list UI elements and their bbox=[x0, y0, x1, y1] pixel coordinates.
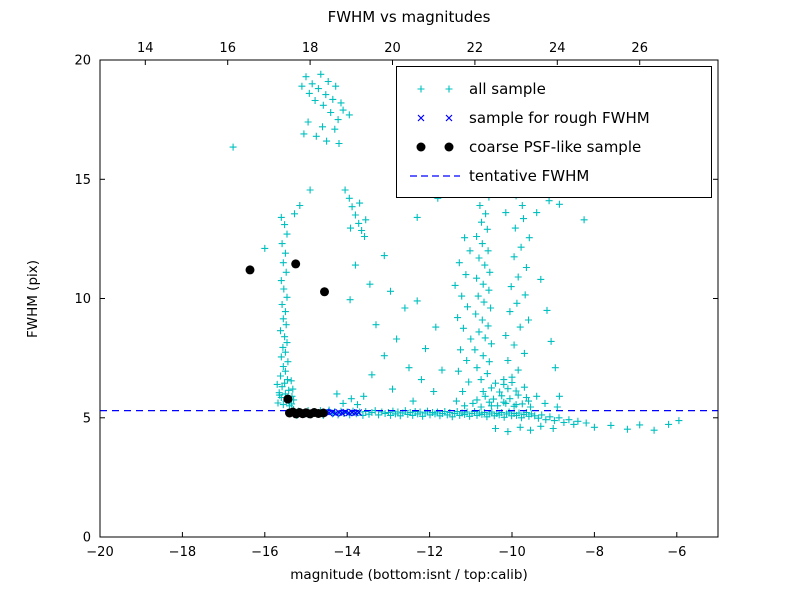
svg-text:24: 24 bbox=[549, 41, 566, 56]
svg-text:−12: −12 bbox=[416, 545, 443, 560]
svg-text:20: 20 bbox=[384, 41, 401, 56]
plot-title: FWHM vs magnitudes bbox=[327, 8, 491, 26]
dashed-line-icon bbox=[407, 167, 463, 185]
legend-label-tentative-fwhm: tentative FWHM bbox=[469, 166, 590, 185]
svg-text:18: 18 bbox=[302, 41, 319, 56]
svg-text:10: 10 bbox=[74, 292, 91, 307]
svg-text:14: 14 bbox=[137, 41, 154, 56]
svg-text:−6: −6 bbox=[667, 545, 686, 560]
x-axis-label: magnitude (bottom:isnt / top:calib) bbox=[290, 567, 528, 583]
svg-text:0: 0 bbox=[83, 531, 91, 546]
legend-item-all-sample: all sample bbox=[407, 75, 701, 102]
legend-label-all-sample: all sample bbox=[469, 79, 546, 98]
y-axis-label: FWHM (pix) bbox=[25, 259, 41, 339]
svg-text:15: 15 bbox=[74, 173, 91, 188]
legend-item-rough-fwhm: sample for rough FWHM bbox=[407, 104, 701, 131]
legend-label-coarse-psf: coarse PSF-like sample bbox=[469, 137, 642, 156]
svg-text:22: 22 bbox=[467, 41, 484, 56]
svg-text:−14: −14 bbox=[333, 545, 360, 560]
circle-marker-icon bbox=[407, 138, 463, 156]
legend-item-coarse-psf: coarse PSF-like sample bbox=[407, 133, 701, 160]
svg-text:−8: −8 bbox=[585, 545, 604, 560]
plus-marker-icon bbox=[407, 80, 463, 98]
svg-text:−20: −20 bbox=[86, 545, 113, 560]
svg-text:−16: −16 bbox=[251, 545, 278, 560]
svg-text:−18: −18 bbox=[169, 545, 196, 560]
svg-text:16: 16 bbox=[219, 41, 236, 56]
legend: all sample sample for rough FWHM coarse … bbox=[396, 66, 712, 198]
svg-text:20: 20 bbox=[74, 54, 91, 69]
svg-text:5: 5 bbox=[83, 411, 91, 426]
x-marker-icon bbox=[407, 109, 463, 127]
legend-item-tentative-fwhm: tentative FWHM bbox=[407, 162, 701, 189]
legend-label-rough-fwhm: sample for rough FWHM bbox=[469, 108, 650, 127]
svg-text:26: 26 bbox=[631, 41, 648, 56]
svg-text:−10: −10 bbox=[498, 545, 525, 560]
